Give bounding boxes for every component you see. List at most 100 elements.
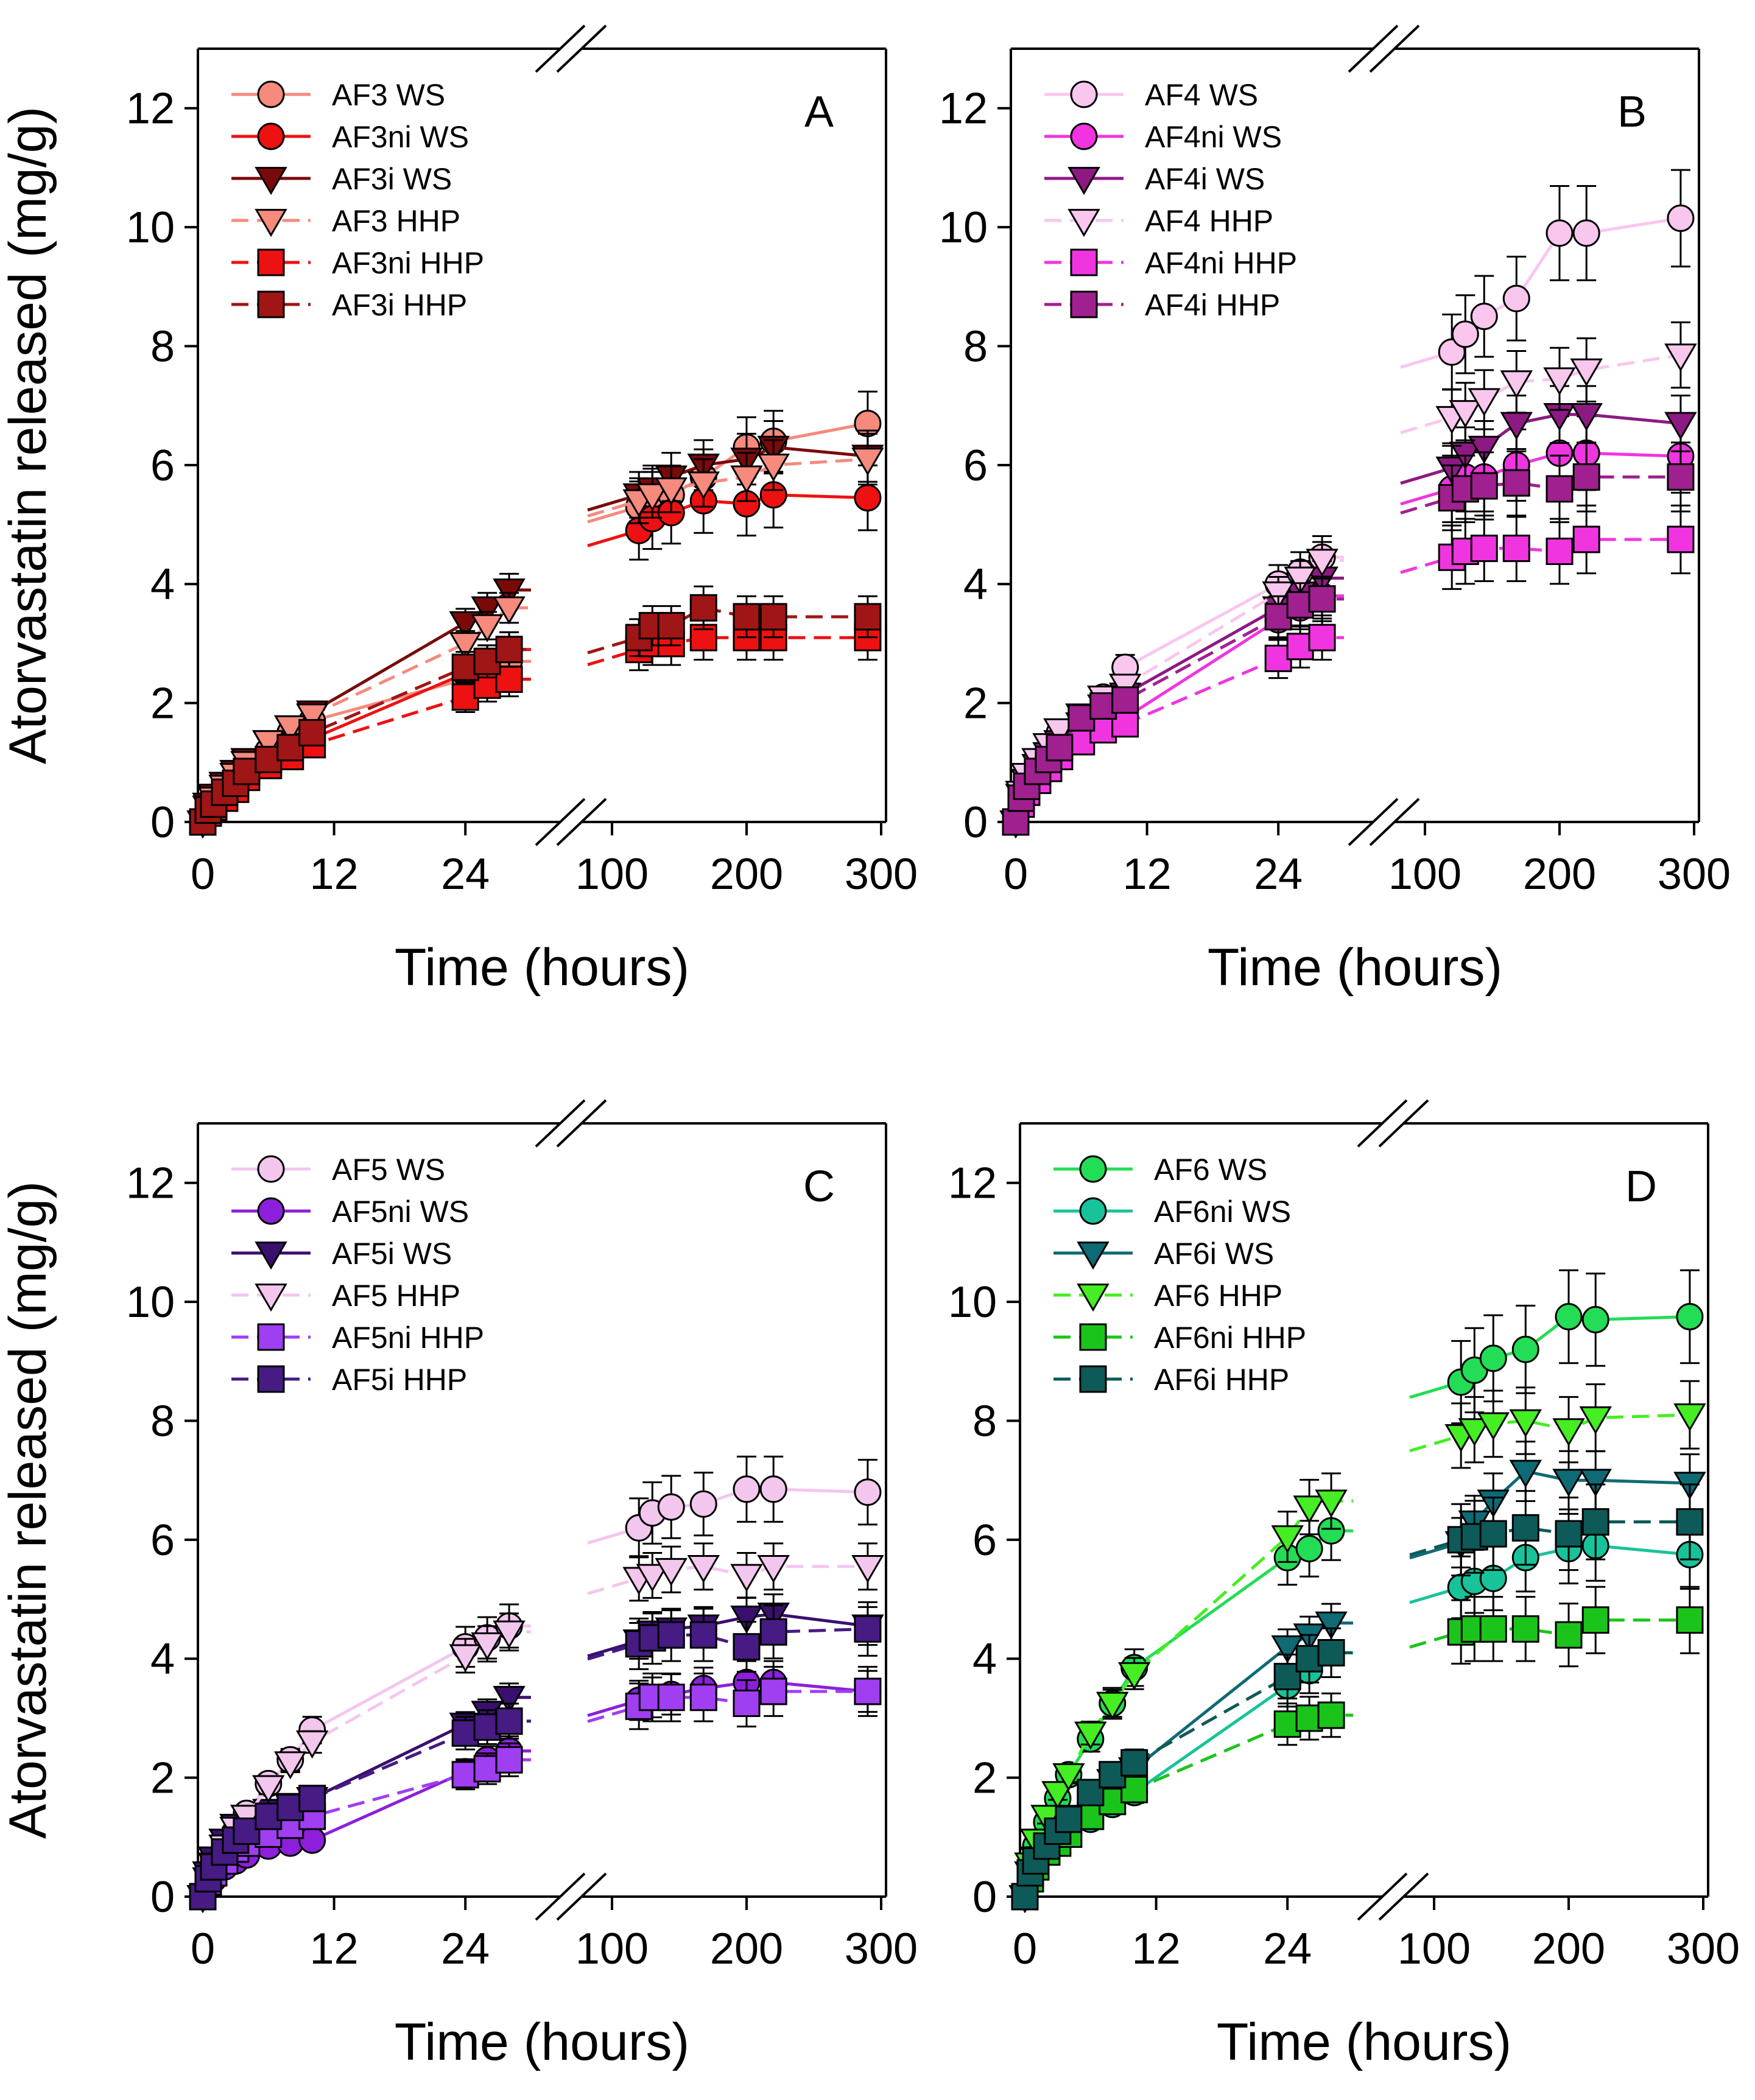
data-point-triangle <box>1052 1763 1085 1791</box>
data-point-triangle <box>1458 1418 1491 1447</box>
data-point-triangle <box>471 596 504 625</box>
data-point-triangle <box>1096 1691 1129 1720</box>
data-point-square <box>276 734 304 762</box>
data-point-square <box>1511 1615 1539 1643</box>
data-point-square <box>689 1684 717 1712</box>
legend-label: AF4i WS <box>1145 162 1265 196</box>
axis-break-mark <box>535 798 586 846</box>
y-tick-label: 0 <box>150 1873 175 1922</box>
series-af4i-hhp <box>1002 441 1695 836</box>
data-point-triangle <box>1315 1489 1348 1518</box>
data-point-square <box>854 603 882 631</box>
legend-marker-square <box>1070 290 1098 318</box>
legend-label: AF4 WS <box>1145 78 1258 112</box>
legend-marker-circle <box>1079 1197 1107 1225</box>
data-point-triangle <box>757 454 790 482</box>
axis-break-mark <box>1348 798 1399 846</box>
data-point-square <box>1479 1520 1507 1548</box>
y-tick-label: 6 <box>150 1516 175 1565</box>
panel-letter: B <box>1617 88 1647 136</box>
x-tick-label: 24 <box>1254 850 1303 899</box>
legend-marker-square <box>257 1323 285 1351</box>
data-point-triangle <box>1500 370 1533 399</box>
y-tick-label: 8 <box>972 1397 997 1445</box>
data-point-triangle <box>471 614 504 642</box>
data-point-square <box>1581 1508 1609 1536</box>
legend-label: AF4 HHP <box>1145 204 1273 238</box>
legend-item-af4i-hhp: AF4i HHP <box>1044 288 1280 322</box>
legend-marker-circle <box>257 1155 285 1183</box>
legend-label: AF5ni HHP <box>332 1321 484 1355</box>
data-point-triangle <box>1271 1525 1304 1554</box>
axis-break-mark <box>1378 1099 1429 1148</box>
data-point-triangle <box>1552 1418 1585 1447</box>
y-tick-label: 10 <box>126 203 175 252</box>
legend-marker-circle <box>257 122 285 150</box>
data-point-square <box>495 636 523 664</box>
data-point-triangle <box>1041 1781 1074 1810</box>
y-tick-label: 12 <box>939 85 988 133</box>
data-point-square <box>1676 1508 1704 1536</box>
legend-label: AF3i WS <box>332 162 452 196</box>
data-point-circle <box>1572 219 1600 247</box>
data-point-square <box>1317 1638 1345 1666</box>
panel-d-series <box>1008 1269 1706 1914</box>
y-tick-label: 2 <box>963 680 988 728</box>
series-af5i-hhp <box>189 1601 882 1911</box>
data-point-square <box>759 603 787 631</box>
data-point-square <box>1470 472 1498 500</box>
data-point-triangle <box>1579 1469 1612 1497</box>
data-point-triangle <box>1284 566 1317 595</box>
legend-item-af3i-hhp: AF3i HHP <box>231 288 467 322</box>
y-tick-label: 8 <box>150 1397 175 1445</box>
x-tick-label: 24 <box>441 850 490 899</box>
data-point-square <box>1055 1805 1083 1833</box>
legend-marker-triangle <box>255 1284 287 1312</box>
data-point-square <box>1555 1621 1583 1649</box>
legend-label: AF6 WS <box>1154 1153 1267 1187</box>
data-point-circle <box>1470 303 1498 331</box>
x-axis-title: Time (hours) <box>395 2013 689 2071</box>
legend-item-af5-ws: AF5 WS <box>231 1153 445 1187</box>
data-point-square <box>1667 463 1695 491</box>
data-point-triangle <box>1579 1406 1612 1435</box>
legend-label: AF3i HHP <box>332 288 467 322</box>
data-point-circle <box>1479 1344 1507 1372</box>
legend-item-af6-ws: AF6 WS <box>1053 1153 1267 1187</box>
y-tick-label: 0 <box>963 798 988 847</box>
panel-b-series <box>999 169 1697 839</box>
axis-break-mark <box>1357 1872 1408 1921</box>
x-axis-title: Time (hours) <box>1217 2013 1511 2071</box>
legend-item-af4ni-hhp: AF4ni HHP <box>1044 246 1297 280</box>
data-point-square <box>733 1690 761 1717</box>
x-axis-title: Time (hours) <box>1208 938 1502 997</box>
x-tick-label: 100 <box>1398 1925 1471 1973</box>
data-point-circle <box>854 1478 882 1506</box>
x-tick-label: 12 <box>1123 850 1172 899</box>
axis-break-mark <box>1378 1872 1429 1921</box>
y-tick-label: 0 <box>972 1873 997 1922</box>
data-point-triangle <box>1271 1635 1304 1663</box>
axis-break-mark <box>535 24 586 73</box>
x-tick-label: 200 <box>710 850 783 899</box>
y-tick-label: 0 <box>150 798 175 847</box>
data-point-circle <box>733 1475 761 1503</box>
data-point-circle <box>689 1490 717 1518</box>
data-point-square <box>689 594 717 622</box>
data-point-circle <box>657 1493 685 1521</box>
data-point-square <box>1546 475 1574 503</box>
legend-item-af6ni-ws: AF6ni WS <box>1053 1195 1291 1229</box>
panel-letter: D <box>1625 1162 1657 1211</box>
data-point-square <box>759 1677 787 1705</box>
legend-label: AF4ni HHP <box>1145 246 1297 280</box>
data-point-triangle <box>1509 1459 1542 1488</box>
data-point-square <box>1479 1615 1507 1643</box>
data-point-triangle <box>1570 358 1603 387</box>
axis-break-mark <box>556 24 607 73</box>
x-tick-label: 24 <box>1263 1925 1312 1973</box>
legend-item-af5ni-ws: AF5ni WS <box>231 1195 469 1229</box>
data-point-circle <box>1451 320 1479 348</box>
data-point-square <box>1572 463 1600 491</box>
data-point-square <box>1581 1606 1609 1634</box>
